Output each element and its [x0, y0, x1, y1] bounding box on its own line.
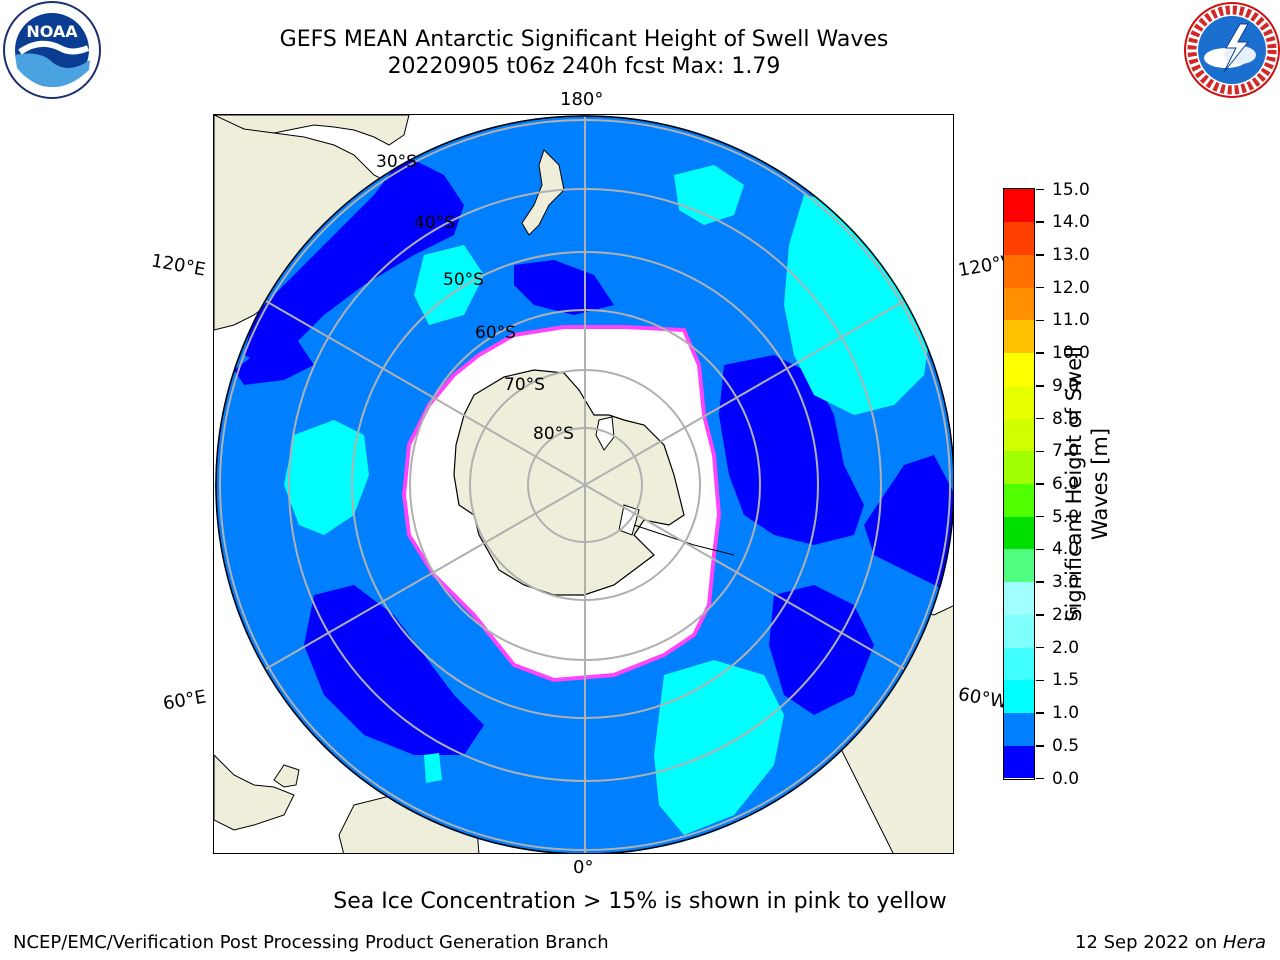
colorbar-segment — [1004, 352, 1034, 386]
colorbar-tick-label: 8.0 — [1052, 408, 1080, 429]
colorbar-tick-mark — [1036, 385, 1044, 387]
colorbar-segment — [1004, 679, 1034, 714]
colorbar-tick-label: 5.0 — [1052, 506, 1080, 527]
credit-host: Hera — [1222, 932, 1266, 953]
colorbar-tick-label: 4.0 — [1052, 539, 1080, 560]
colorbar-segment — [1004, 450, 1034, 484]
colorbar-tick-label: 0.5 — [1052, 735, 1080, 756]
lon-label-lower-right: 60°W — [956, 683, 1010, 714]
colorbar-segment — [1004, 221, 1034, 255]
colorbar-tick-label: 10.0 — [1052, 343, 1090, 364]
colorbar-segment — [1004, 548, 1034, 583]
colorbar-tick-mark — [1036, 254, 1044, 256]
lat-label-60s: 60°S — [475, 323, 516, 343]
colorbar-tick-mark — [1036, 515, 1044, 518]
credit-date-text: 12 Sep 2022 on — [1075, 932, 1223, 953]
colorbar-tick-label: 15.0 — [1052, 179, 1090, 200]
credit-branch: NCEP/EMC/Verification Post Processing Pr… — [13, 932, 609, 953]
colorbar-segment — [1004, 614, 1034, 648]
colorbar-title: Significant Height of Swell Waves [m] — [1062, 346, 1112, 622]
colorbar-tick-mark — [1036, 417, 1044, 420]
nws-logo — [1176, 0, 1280, 104]
colorbar-tick-label: 0.0 — [1052, 768, 1080, 789]
colorbar-segment — [1004, 483, 1034, 517]
colorbar-tick-mark — [1036, 679, 1044, 682]
colorbar-segment — [1004, 516, 1034, 550]
colorbar-tick-label: 7.0 — [1052, 441, 1080, 462]
colorbar-tick-mark — [1036, 352, 1044, 354]
lat-label-40s: 40°S — [414, 213, 455, 233]
colorbar-segment — [1004, 254, 1034, 288]
colorbar-tick-label: 13.0 — [1052, 244, 1090, 265]
lon-label-bottom: 0° — [573, 857, 594, 878]
lon-label-lower-left: 60°E — [161, 686, 208, 715]
lat-label-50s: 50°S — [443, 270, 484, 290]
colorbar — [1003, 188, 1035, 780]
colorbar-tick-label: 12.0 — [1052, 277, 1090, 298]
polar-map — [214, 115, 953, 853]
credit-date: 12 Sep 2022 on Hera — [1075, 932, 1266, 953]
colorbar-tick-mark — [1036, 221, 1044, 223]
colorbar-tick-mark — [1036, 745, 1044, 747]
title-line-1: GEFS MEAN Antarctic Significant Height o… — [279, 27, 889, 52]
colorbar-tick-label: 1.0 — [1052, 703, 1080, 724]
map-panel — [213, 114, 954, 854]
colorbar-tick-mark — [1036, 581, 1044, 583]
colorbar-tick-mark — [1036, 777, 1044, 780]
colorbar-tick-mark — [1036, 646, 1044, 649]
colorbar-tick-label: 11.0 — [1052, 310, 1090, 331]
colorbar-tick-mark — [1036, 548, 1044, 551]
colorbar-tick-mark — [1036, 286, 1044, 289]
lat-label-30s: 30°S — [376, 152, 417, 172]
lat-label-80s: 80°S — [533, 424, 574, 444]
colorbar-tick-label: 2.0 — [1052, 637, 1080, 658]
colorbar-tick-label: 9.0 — [1052, 375, 1080, 396]
colorbar-tick-mark — [1036, 614, 1044, 616]
colorbar-segment — [1004, 647, 1034, 681]
colorbar-tick-mark — [1036, 319, 1044, 322]
colorbar-tick-label: 6.0 — [1052, 474, 1080, 494]
colorbar-tick-label: 3.0 — [1052, 572, 1080, 593]
lon-label-upper-left: 120°E — [149, 250, 208, 281]
antarctica — [453, 369, 685, 596]
colorbar-tick-label: 2.5 — [1052, 604, 1080, 625]
colorbar-segment — [1004, 581, 1034, 615]
colorbar-tick-label: 14.0 — [1052, 212, 1090, 233]
colorbar-segment — [1004, 712, 1034, 746]
colorbar-segment — [1004, 385, 1034, 419]
sea-ice-note: Sea Ice Concentration > 15% is shown in … — [333, 889, 947, 914]
title-line-2: 20220905 t06z 240h fcst Max: 1.79 — [387, 54, 781, 79]
colorbar-tick-mark — [1036, 188, 1044, 191]
colorbar-tick-mark — [1036, 450, 1044, 453]
ocean-disc — [215, 115, 953, 853]
lon-label-top: 180° — [560, 89, 604, 110]
colorbar-segment — [1004, 745, 1034, 779]
noaa-logo-text: NOAA — [26, 22, 78, 41]
colorbar-tick-label: 1.5 — [1052, 670, 1080, 691]
lat-label-70s: 70°S — [504, 375, 545, 395]
colorbar-segment — [1004, 418, 1034, 452]
colorbar-tick-mark — [1036, 712, 1044, 714]
colorbar-segment — [1004, 287, 1034, 321]
noaa-logo: NOAA — [0, 0, 104, 104]
graticule — [219, 115, 951, 853]
colorbar-segment — [1004, 319, 1034, 354]
colorbar-tick-mark — [1036, 483, 1044, 485]
colorbar-segment — [1004, 189, 1034, 223]
